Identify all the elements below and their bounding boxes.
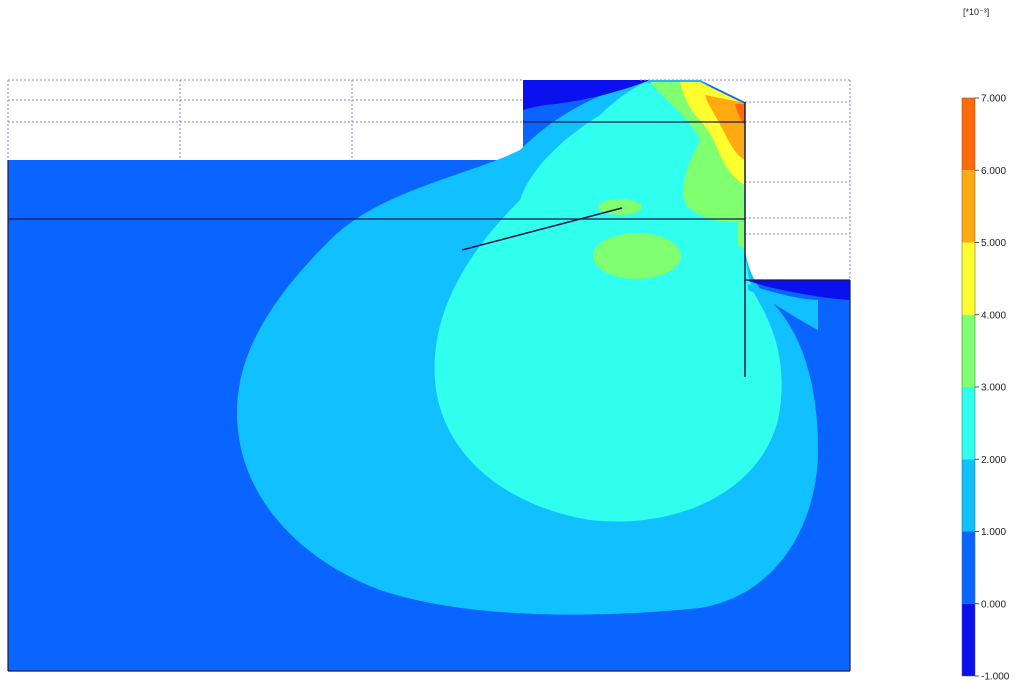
legend-bar-0 [962,98,975,171]
legend-tick-label-3: 4.000 [981,310,1006,321]
legend-tick-label-2: 5.000 [981,238,1006,249]
legend-bar-7 [962,603,975,676]
legend-tick-label-5: 2.000 [981,455,1006,466]
ground-anchor [461,207,623,251]
band-deep-surface-top [523,80,650,110]
band-6-7-region [735,104,745,125]
legend-tick-label-6: 1.000 [981,527,1006,538]
color-legend: [*10⁻³] 7.000 6.000 5.000 4.000 3.000 2.000 1.… [961,7,1010,683]
legend-tick-label-8: -1.000 [981,672,1010,683]
band-deep-excavation-floor [745,280,850,300]
legend-bar-5 [962,459,975,532]
band-3-4-pocket [593,233,681,279]
legend-bar-2 [962,242,975,315]
structures [7,102,851,672]
legend-tick-label-1: 6.000 [981,166,1006,177]
mesh-grid [7,79,851,280]
legend-bar-4 [962,387,975,460]
legend-ticks: 7.000 6.000 5.000 4.000 3.000 2.000 1.000 0.000… [975,94,1010,683]
band-1-2-floor [748,284,818,330]
legend-tick-label-4: 3.000 [981,383,1006,394]
legend-bar-6 [962,531,975,604]
legend-bars [961,97,976,677]
legend-unit-label: [*10⁻³] [963,7,989,17]
band-5-6-region [705,95,745,160]
mesh-area [8,80,850,671]
band-3-4-wall-lower [738,222,745,250]
legend-tick-label-7: 0.000 [981,599,1006,610]
legend-tick-label-0: 7.000 [981,94,1006,105]
legend-bar-1 [962,170,975,243]
legend-bar-3 [962,314,975,387]
